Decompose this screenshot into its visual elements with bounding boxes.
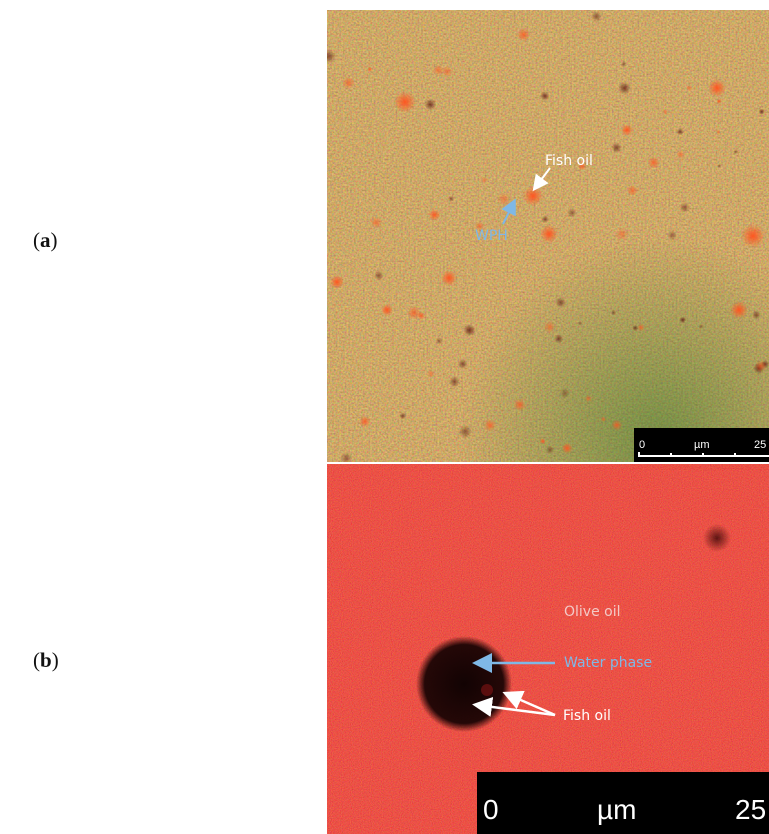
micrograph-panel-a: Fish oil WPH 0 µm 25 xyxy=(327,10,769,462)
panel-b-label: (b) xyxy=(33,648,59,672)
fish-oil-annotation: Fish oil xyxy=(545,153,593,169)
panel-a-label: (a) xyxy=(33,228,58,252)
water-phase-annotation: Water phase xyxy=(564,655,653,671)
water-phase-droplet xyxy=(416,636,512,732)
scale-bar-b: 0 µm 25 xyxy=(477,772,769,834)
fish-oil-annotation-b: Fish oil xyxy=(563,708,611,724)
micrograph-a-image xyxy=(327,10,769,462)
wph-annotation: WPH xyxy=(475,228,508,244)
micrograph-panel-b: Olive oil Water phase Fish oil 0 µm 25 xyxy=(327,464,769,834)
olive-oil-annotation: Olive oil xyxy=(564,604,621,620)
scale-bar-a: 0 µm 25 xyxy=(634,428,769,462)
